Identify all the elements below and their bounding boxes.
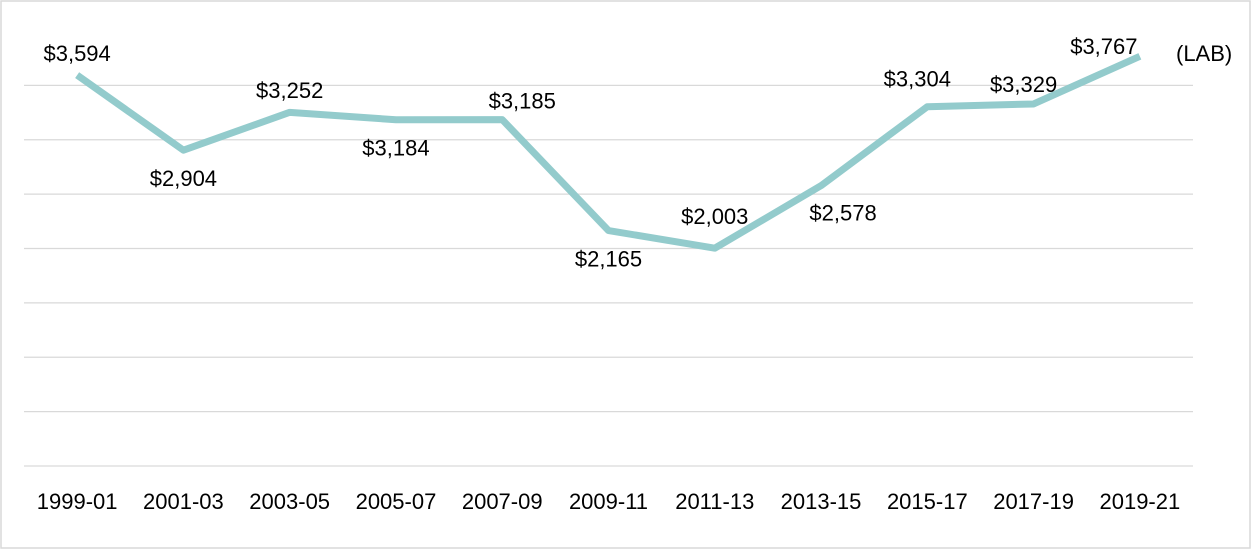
data-label: $2,904 <box>150 166 217 191</box>
x-tick-label: 2003-05 <box>249 489 330 514</box>
data-label: $2,165 <box>575 246 642 271</box>
data-label: $3,594 <box>43 41 110 66</box>
data-label: $2,003 <box>681 204 748 229</box>
x-tick-label: 2005-07 <box>356 489 437 514</box>
x-tick-label: 2009-11 <box>569 489 648 514</box>
x-tick-label: 2013-15 <box>781 489 862 514</box>
data-label: $3,184 <box>362 136 429 161</box>
x-tick-label: 2007-09 <box>462 489 543 514</box>
x-tick-label: 2017-19 <box>993 489 1074 514</box>
x-tick-label: 2019-21 <box>1099 489 1180 514</box>
x-tick-label: 2015-17 <box>887 489 968 514</box>
x-tick-label: 1999-01 <box>37 489 118 514</box>
data-label: $3,329 <box>990 72 1057 97</box>
data-label: $3,767 <box>1070 34 1137 59</box>
annotation: (LAB) <box>1176 41 1232 66</box>
x-tick-label: 2001-03 <box>143 489 224 514</box>
data-label: $3,304 <box>884 67 951 92</box>
data-label: $3,252 <box>256 78 323 103</box>
line <box>75 53 1142 252</box>
data-label: $2,578 <box>809 200 876 225</box>
x-tick-label: 2011-13 <box>675 489 754 514</box>
data-label: $3,185 <box>489 88 556 113</box>
